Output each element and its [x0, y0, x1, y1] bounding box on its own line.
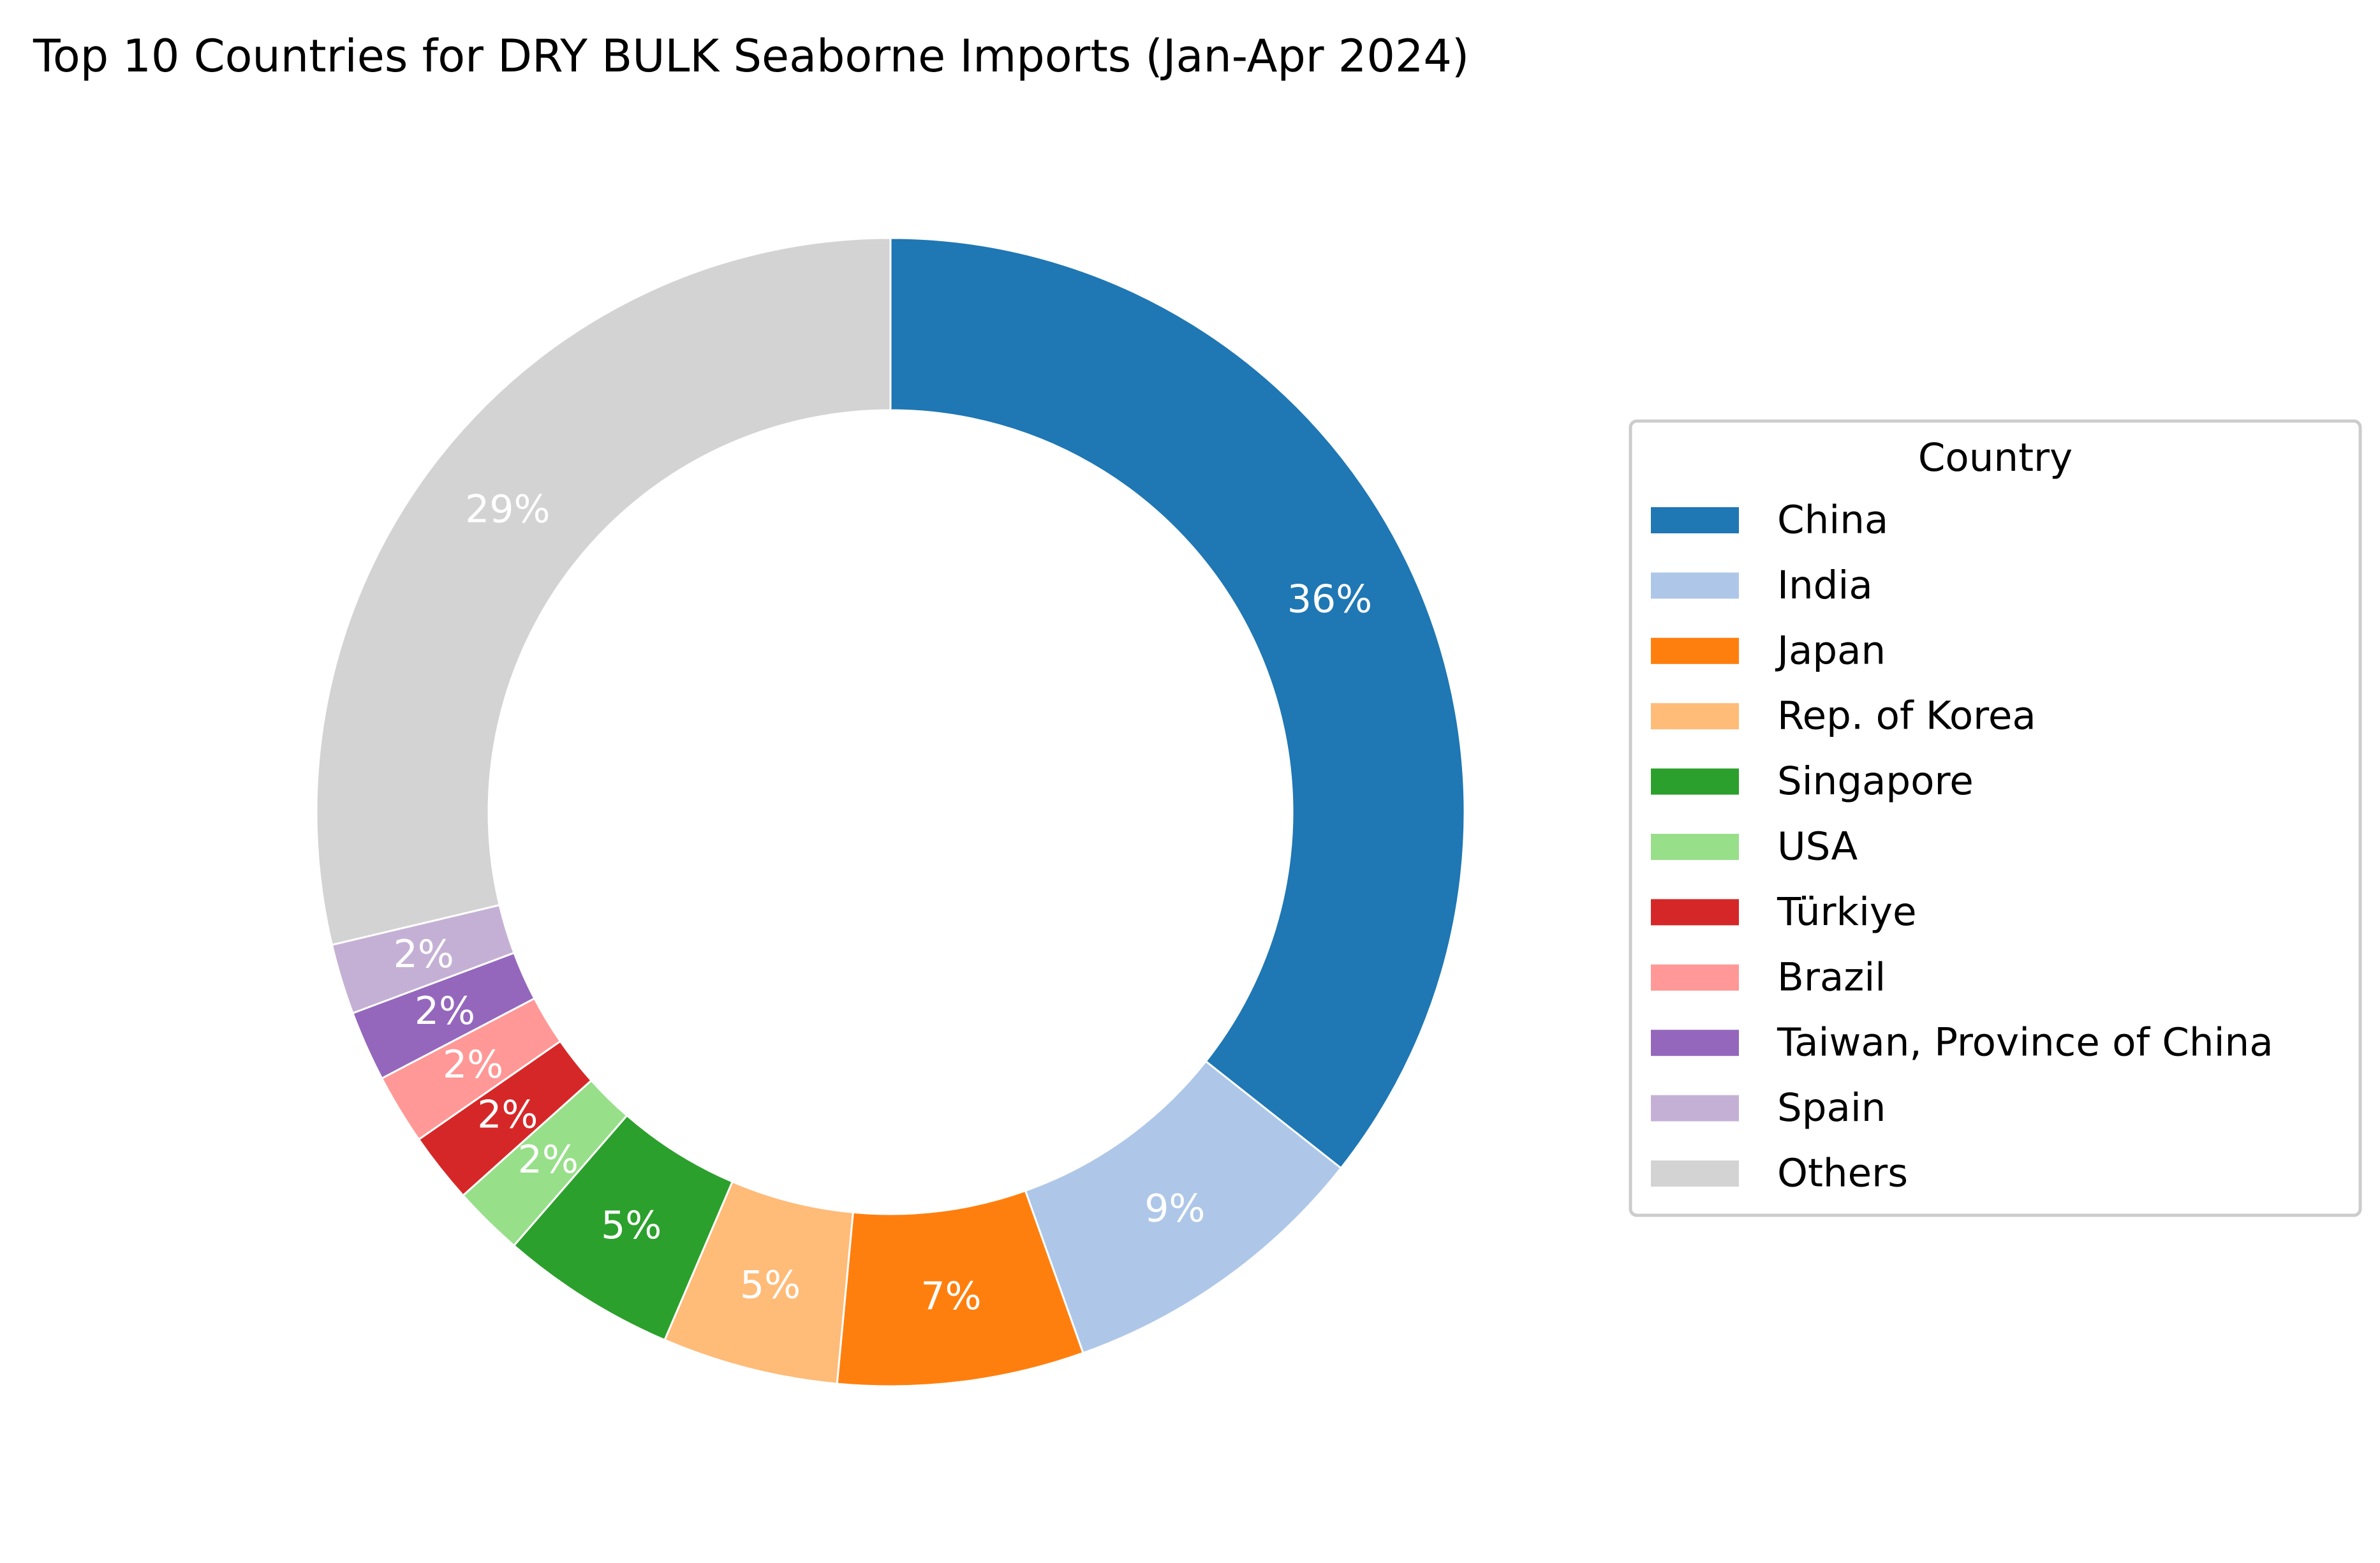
slice-others	[315, 237, 892, 946]
legend-items: China India Japan Rep. of Korea Singapore USA…	[1651, 498, 2273, 1196]
legend-swatch-singapore	[1651, 768, 1739, 795]
legend-label-others: Others	[1777, 1151, 1908, 1196]
legend-label-china: China	[1777, 498, 1888, 543]
legend: Country China India Japan Rep. of Korea Sing…	[1629, 419, 2362, 1217]
legend-frame	[1629, 419, 2362, 1217]
pct-label-spain: 2%	[394, 932, 454, 977]
pct-label-others: 29%	[465, 487, 550, 532]
legend-label-usa: USA	[1777, 824, 1858, 870]
pct-label-china: 36%	[1287, 577, 1372, 622]
pct-label-rep-of-korea: 5%	[740, 1263, 801, 1307]
legend-swatch-taiwan-province-of-china	[1651, 1030, 1739, 1056]
donut-slices	[315, 237, 1466, 1388]
slice-percent-labels: 36%9%7%5%5%2%2%2%2%2%29%	[394, 487, 1373, 1319]
legend-swatch-brazil	[1651, 964, 1739, 991]
legend-label-t-rkiye: Türkiye	[1777, 889, 1917, 935]
legend-label-singapore: Singapore	[1777, 759, 1974, 804]
legend-swatch-india	[1651, 572, 1739, 599]
legend-label-india: India	[1777, 563, 1873, 608]
legend-swatch-spain	[1651, 1095, 1739, 1122]
legend-swatch-rep-of-korea	[1651, 703, 1739, 730]
pct-label-brazil: 2%	[443, 1042, 503, 1087]
pct-label-taiwan-province-of-china: 2%	[415, 989, 475, 1033]
legend-label-brazil: Brazil	[1777, 954, 1886, 1000]
slice-china	[889, 237, 1466, 1170]
legend-swatch-japan	[1651, 637, 1739, 664]
legend-label-taiwan-province-of-china: Taiwan, Province of China	[1777, 1020, 2273, 1065]
pct-label-usa: 2%	[518, 1137, 579, 1182]
legend-title: Country	[1918, 435, 2073, 480]
chart-title: Top 10 Countries for DRY BULK Seaborne I…	[33, 30, 1469, 82]
legend-swatch-china	[1651, 507, 1739, 533]
legend-swatch-others	[1651, 1160, 1739, 1187]
pct-label-india: 9%	[1144, 1187, 1205, 1231]
pct-label-t-rkiye: 2%	[477, 1092, 538, 1137]
legend-label-spain: Spain	[1777, 1085, 1886, 1130]
legend-label-japan: Japan	[1775, 628, 1886, 673]
pct-label-singapore: 5%	[601, 1203, 662, 1248]
pct-label-japan: 7%	[920, 1274, 981, 1319]
legend-label-rep-of-korea: Rep. of Korea	[1777, 693, 2036, 739]
legend-swatch-t-rkiye	[1651, 899, 1739, 926]
legend-swatch-usa	[1651, 834, 1739, 860]
